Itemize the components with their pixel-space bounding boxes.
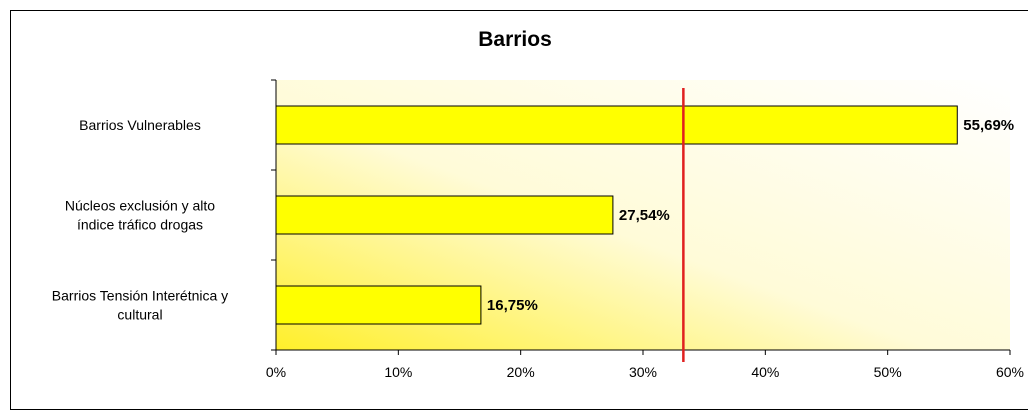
category-label: Barrios Vulnerables (79, 117, 201, 133)
data-label: 16,75% (487, 297, 538, 314)
bar (275, 285, 482, 325)
x-tick-label: 20% (507, 364, 535, 380)
x-tick-label: 50% (874, 364, 902, 380)
x-tick-label: 0% (266, 364, 286, 380)
bar-chart: 0% 10% 20% 30% 40% 50% 60% 55,69% Barrios Vulner… (52, 79, 1024, 380)
bar (275, 195, 614, 235)
x-tick-label: 30% (629, 364, 657, 380)
data-label: 27,54% (619, 207, 670, 224)
x-tick-label: 40% (751, 364, 779, 380)
category-label: Barrios Tensión Interétnica y cultural (52, 288, 228, 323)
category-label: Núcleos exclusión y alto índice tráfico d… (65, 198, 215, 233)
category-label-line: índice tráfico drogas (77, 217, 203, 233)
bar (275, 105, 958, 145)
data-label: 55,69% (963, 117, 1014, 134)
category-label-line: Núcleos exclusión y alto (65, 198, 215, 214)
category-label-line: cultural (117, 307, 162, 323)
chart-title: Barrios (478, 28, 552, 51)
category-label-line: Barrios Tensión Interétnica y (52, 288, 228, 304)
x-tick-label: 60% (996, 364, 1024, 380)
x-tick-label: 10% (384, 364, 412, 380)
category-label-line: Barrios Vulnerables (79, 117, 201, 133)
